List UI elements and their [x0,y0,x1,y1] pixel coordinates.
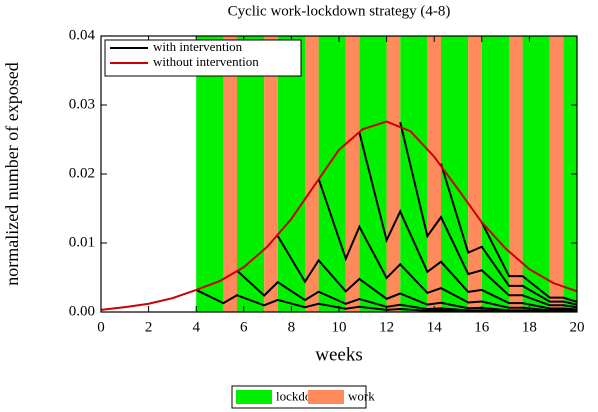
band [345,36,360,312]
x-tick-label: 10 [332,319,347,335]
band [549,36,564,312]
y-tick-label: 0.01 [69,234,95,250]
band [427,36,442,312]
legend-box [104,39,302,77]
x-axis-label: weeks [315,344,362,365]
plot-frame [100,35,578,313]
legend-label: with intervention [153,39,243,54]
x-tick-label: 16 [474,319,490,335]
y-tick-label: 0.00 [69,303,95,319]
x-tick-label: 18 [522,319,537,335]
band [522,36,550,312]
band [481,36,510,312]
band [223,36,237,312]
band-legend-label: work [348,388,375,403]
x-tick-label: 8 [288,319,296,335]
band-legend-swatch [308,390,344,404]
band [304,36,319,312]
y-tick-label: 0.03 [69,96,95,112]
band [196,36,224,312]
x-tick-label: 14 [427,319,443,335]
series-line [101,120,577,311]
band [468,36,482,312]
band-legend-swatch [236,390,272,404]
series-line [440,163,577,306]
band [400,36,428,312]
series-line [276,235,577,312]
series-line [358,132,577,311]
y-axis-label: normalized number of exposed [2,62,22,285]
x-tick-label: 0 [97,319,105,335]
x-tick-label: 12 [379,319,394,335]
band [236,36,265,312]
chart-title: Cyclic work-lockdown strategy (4-8) [228,3,451,19]
y-tick-label: 0.02 [69,165,95,181]
series-line [480,221,577,303]
band [277,36,305,312]
band [359,36,387,312]
x-tick-label: 2 [145,319,153,335]
band [386,36,401,312]
series-line [399,122,577,309]
x-tick-label: 4 [192,319,200,335]
legend-label: without intervention [153,54,259,69]
band [509,36,523,312]
x-tick-label: 6 [240,319,248,335]
y-tick-label: 0.04 [69,27,96,43]
x-tick-label: 20 [570,319,585,335]
series-line [317,178,577,312]
band [264,36,278,312]
